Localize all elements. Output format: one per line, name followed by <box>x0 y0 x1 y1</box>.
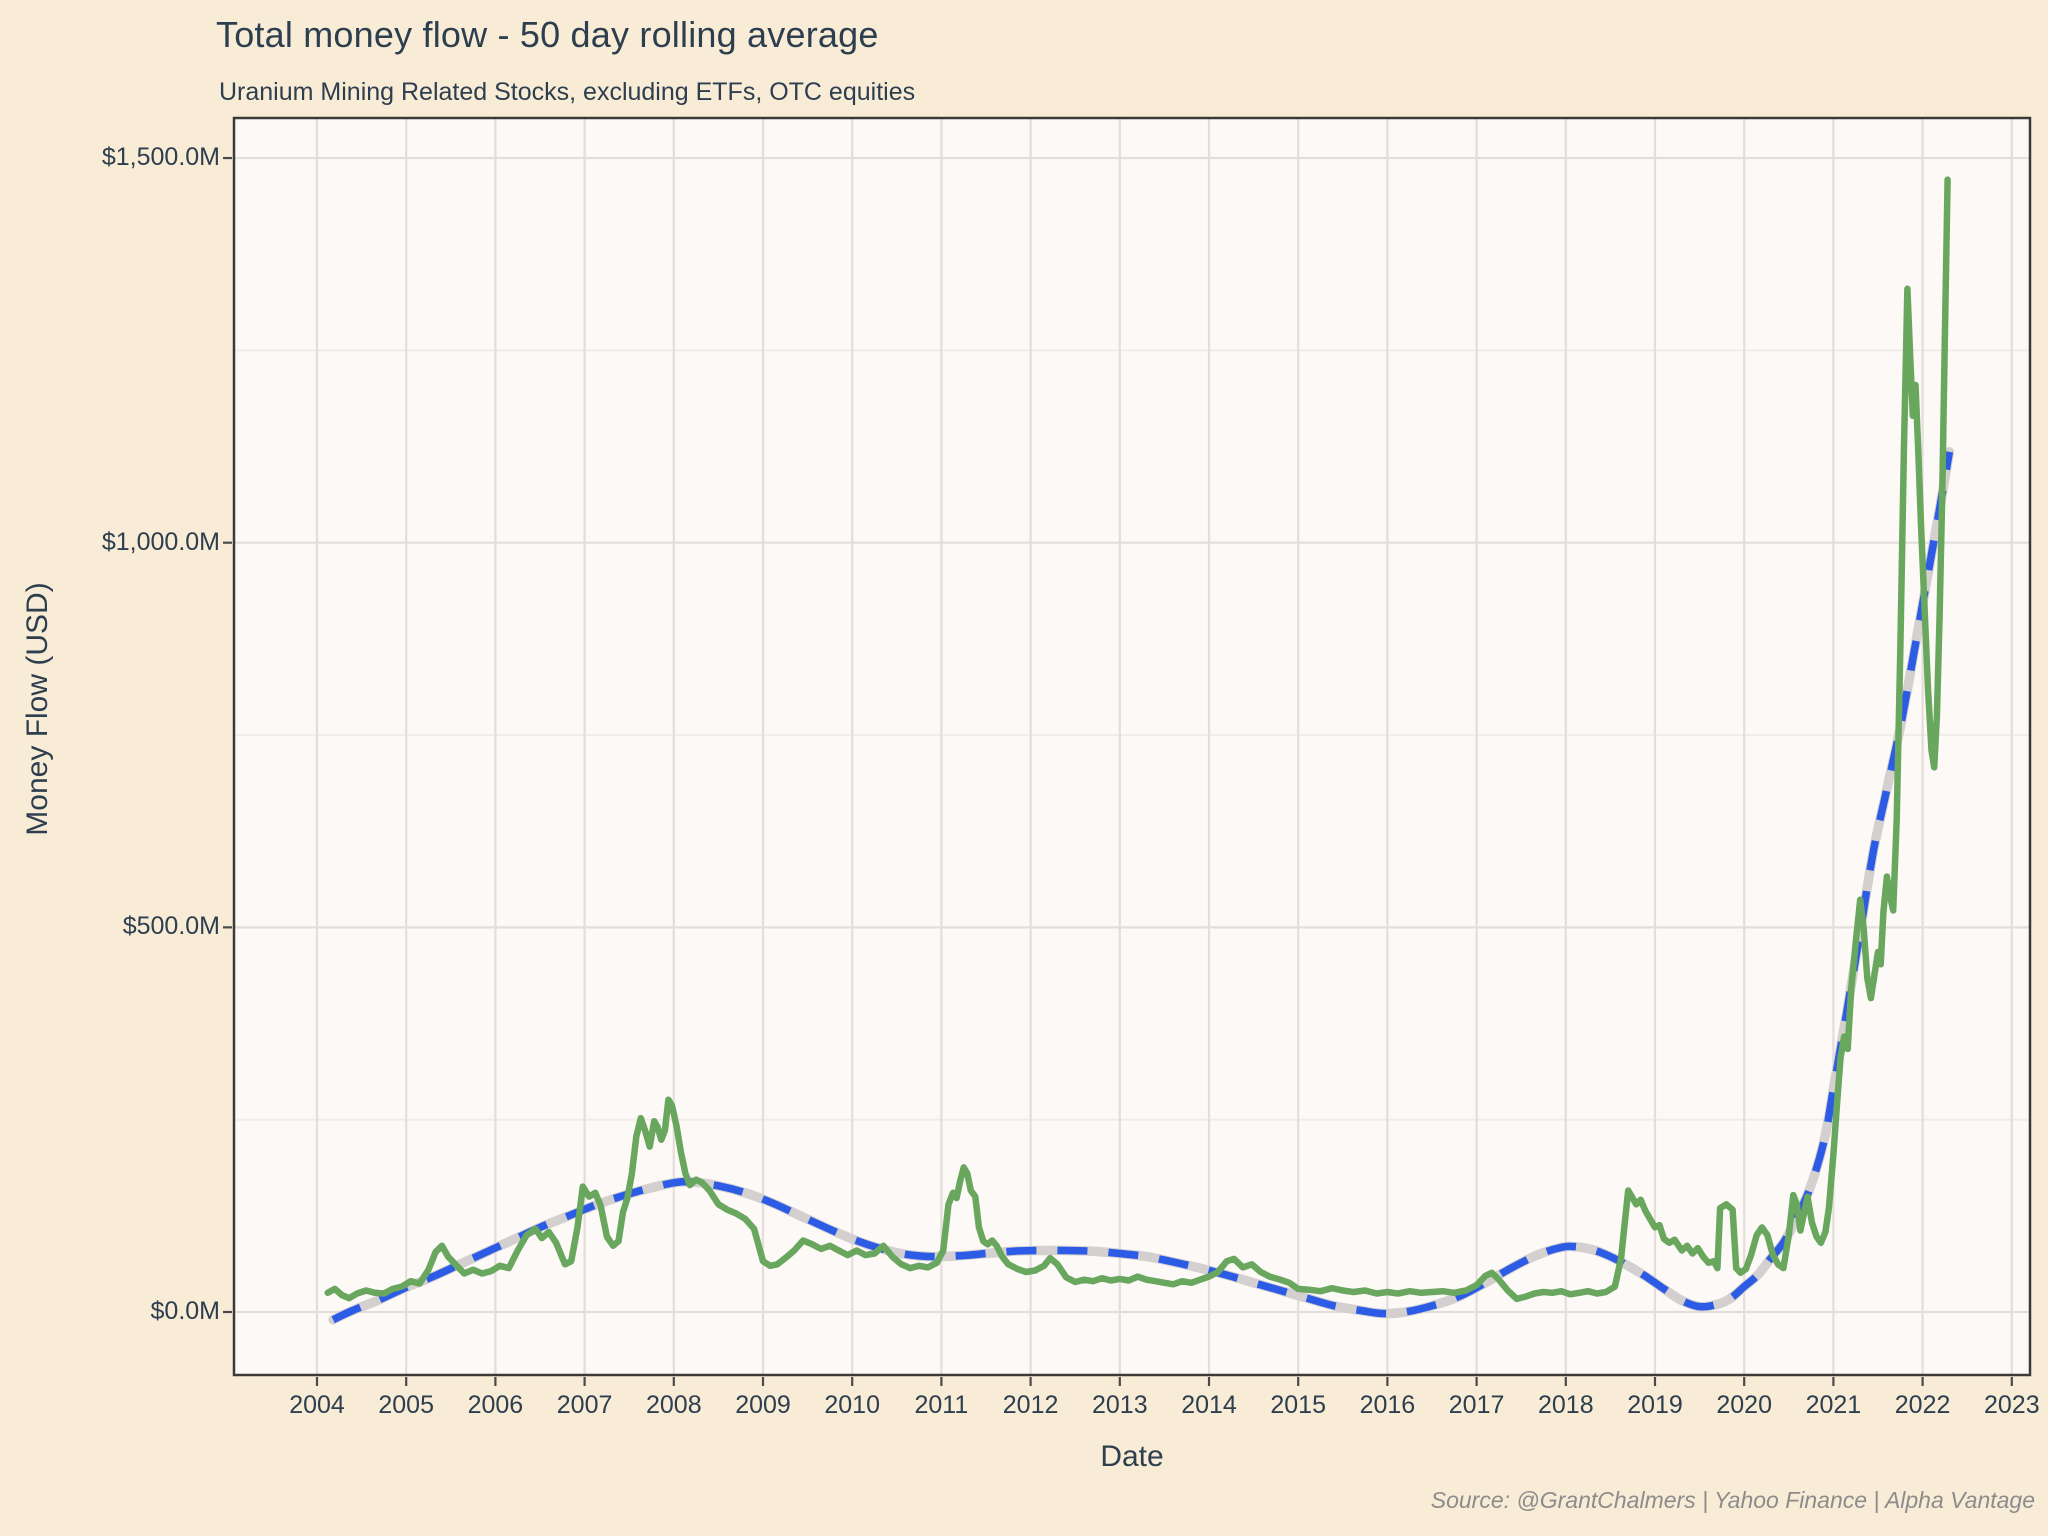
chart-subtitle: Uranium Mining Related Stocks, excluding… <box>219 78 916 106</box>
y-tick-label: $500.0M <box>122 912 220 941</box>
x-tick-label: 2016 <box>1359 1391 1416 1419</box>
x-tick-label: 2022 <box>1894 1391 1951 1419</box>
x-tick-label: 2019 <box>1627 1391 1683 1419</box>
x-tick-label: 2006 <box>467 1391 524 1419</box>
x-tick-label: 2011 <box>914 1391 969 1419</box>
y-tick-label: $1,000.0M <box>101 527 220 556</box>
x-tick-label: 2007 <box>556 1391 613 1419</box>
panel-background <box>234 118 2030 1375</box>
y-axis-title: Money Flow (USD) <box>21 582 54 836</box>
x-tick-label: 2020 <box>1716 1391 1772 1419</box>
panel-border <box>232 116 2032 1377</box>
x-tick-label: 2023 <box>1983 1391 2040 1419</box>
x-tick-label: 2004 <box>289 1391 345 1419</box>
x-tick-label: 2013 <box>1091 1391 1148 1419</box>
x-tick-label: 2008 <box>645 1391 702 1419</box>
source-credit: Source: @GrantChalmers | Yahoo Finance |… <box>1430 1487 2035 1513</box>
x-tick-label: 2014 <box>1181 1391 1237 1419</box>
x-axis-title: Date <box>1100 1440 1164 1473</box>
x-tick-label: 2009 <box>735 1391 791 1419</box>
x-tick-label: 2005 <box>378 1391 434 1419</box>
trend-line-dashed <box>331 451 1954 1324</box>
x-tick-label: 2018 <box>1537 1391 1594 1419</box>
rolling-average-line <box>324 176 1951 1303</box>
y-tick-label: $0.0M <box>150 1297 220 1325</box>
x-tick-label: 2010 <box>824 1391 880 1419</box>
x-tick-label: 2021 <box>1805 1391 1862 1419</box>
x-tick-label: 2012 <box>1002 1391 1059 1419</box>
x-tick-label: 2015 <box>1270 1391 1326 1419</box>
x-tick-label: 2017 <box>1448 1391 1505 1419</box>
chart-title: Total money flow - 50 day rolling averag… <box>216 14 879 55</box>
y-tick-label: $1,500.0M <box>101 143 220 172</box>
